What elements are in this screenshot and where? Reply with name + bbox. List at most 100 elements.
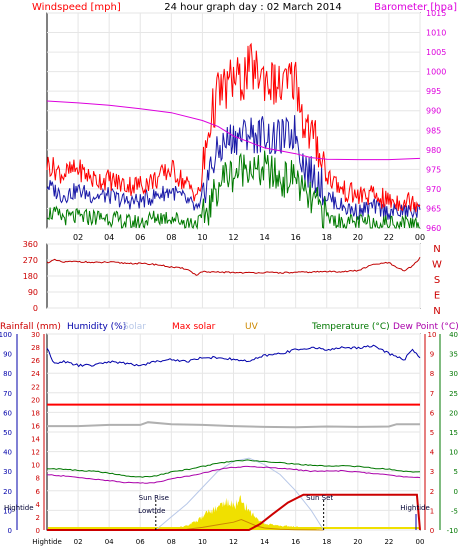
barometer-tick-label: 985: [426, 126, 441, 135]
barometer-tick-label: 995: [426, 87, 441, 96]
series-solar-radiation: [155, 495, 324, 530]
wind-x-tick-label: 16: [291, 233, 301, 242]
temperature-tick-label: 40: [449, 331, 458, 339]
compass-label: N: [433, 244, 440, 255]
rain-tick-label: 2: [36, 514, 40, 522]
humidity-tick-label: 60: [3, 409, 12, 417]
legend-solar: Solar: [123, 322, 146, 332]
rain-tick-label: 16: [31, 422, 40, 430]
compass-label: S: [434, 275, 440, 286]
humidity-tick-label: 70: [3, 390, 12, 398]
rain-tick-label: 24: [31, 370, 40, 378]
direction-tick-label: 0: [33, 304, 38, 313]
climate-x-tick-first: Hightide: [32, 538, 62, 546]
uv-tick-label: 3: [430, 468, 434, 476]
annotation-sunrise: Sun Rise: [139, 494, 169, 502]
rain-tick-label: 4: [36, 501, 41, 509]
series-direction: [46, 256, 421, 276]
wind-barometer-chart: 9609659709759809859909951000100510101015…: [32, 2, 457, 242]
series-grey-level: [47, 421, 420, 429]
humidity-tick-label: 100: [0, 331, 12, 339]
wind-x-tick-label: 14: [259, 233, 269, 242]
temperature-tick-label: 0: [454, 488, 458, 496]
humidity-tick-label: 0: [8, 527, 12, 535]
climate-x-tick-label: 06: [136, 538, 145, 546]
series-solar-theoretical: [155, 457, 325, 531]
climate-x-tick-label: 20: [353, 538, 362, 546]
temperature-tick-label: 5: [454, 468, 458, 476]
humidity-tick-label: 80: [3, 370, 12, 378]
compass-label: E: [434, 291, 440, 302]
wind-x-tick-label: 02: [73, 233, 83, 242]
rain-tick-label: 10: [31, 462, 40, 470]
annotation-hightide-left: Hightide: [4, 504, 34, 512]
climate-x-tick-label: 14: [260, 538, 269, 546]
compass-label: N: [433, 306, 440, 317]
barometer-tick-label: 965: [426, 204, 441, 213]
barometer-tick-label: 1000: [426, 68, 446, 77]
legend-rainfall: Rainfall (mm): [0, 322, 61, 332]
rain-tick-label: 20: [31, 396, 40, 404]
annotation-hightide-right: Hightide: [400, 504, 430, 512]
series-temperature: [46, 459, 421, 478]
annotation-lowtide: Lowtide: [138, 507, 165, 515]
uv-tick-label: 8: [430, 370, 434, 378]
climate-x-tick-label: 16: [291, 538, 300, 546]
rain-tick-label: 8: [36, 475, 40, 483]
windspeed-axis-title: Windspeed [mph]: [32, 2, 121, 13]
wind-x-tick-label: 04: [104, 233, 114, 242]
barometer-tick-label: 960: [426, 224, 441, 233]
series-barometer: [46, 100, 421, 161]
humidity-tick-label: 10: [3, 507, 12, 515]
direction-tick-label: 360: [23, 240, 38, 249]
uv-tick-label: 7: [430, 390, 434, 398]
wind-x-tick-label: 10: [197, 233, 207, 242]
wind-x-tick-label: 20: [353, 233, 363, 242]
climate-x-tick-label: 04: [105, 538, 114, 546]
uv-tick-label: 2: [430, 488, 434, 496]
direction-tick-label: 270: [23, 256, 38, 265]
climate-x-tick-label: 08: [167, 538, 176, 546]
temperature-tick-label: 10: [449, 449, 458, 457]
annotation-sunset: Sun Set: [306, 494, 333, 502]
barometer-tick-label: 990: [426, 107, 441, 116]
temperature-tick-label: 35: [449, 351, 458, 359]
chart-title: 24 hour graph day : 02 March 2014: [164, 2, 342, 13]
climate-x-tick-label: 18: [322, 538, 331, 546]
rain-tick-label: 26: [31, 357, 40, 365]
series-gust: [46, 42, 421, 213]
wind-x-tick-label: 06: [135, 233, 145, 242]
compass-label: W: [432, 260, 442, 271]
rain-tick-label: 22: [31, 383, 40, 391]
series-humidity: [46, 344, 421, 368]
barometer-tick-label: 1015: [426, 9, 446, 18]
rain-tick-label: 6: [36, 488, 41, 496]
rain-tick-label: 18: [31, 409, 40, 417]
rain-tick-label: 14: [31, 436, 40, 444]
temperature-tick-label: 20: [449, 409, 458, 417]
barometer-tick-label: 1005: [426, 48, 446, 57]
rain-humidity-temperature-chart: Rainfall (mm) Humidity (%)Solar Max solar U…: [0, 322, 459, 546]
temperature-tick-label: 25: [449, 390, 458, 398]
legend-humidity: Humidity (%): [67, 322, 126, 332]
temperature-tick-label: 15: [449, 429, 458, 437]
barometer-tick-label: 1010: [426, 29, 446, 38]
temperature-tick-label: -5: [451, 507, 458, 515]
wind-x-tick-label: 00: [415, 233, 425, 242]
climate-x-tick-label: 22: [384, 538, 393, 546]
legend-max-solar: Max solar: [172, 322, 216, 332]
solar-baseline: [48, 527, 419, 529]
humidity-tick-label: 90: [3, 351, 12, 359]
wind-x-tick-label: 08: [166, 233, 176, 242]
series-windspeed-min: [46, 150, 421, 230]
temperature-tick-label: 30: [449, 370, 458, 378]
series-rainfall: [47, 493, 421, 531]
humidity-tick-label: 20: [3, 488, 12, 496]
rain-tick-label: 12: [31, 449, 40, 457]
uv-tick-label: 9: [430, 351, 434, 359]
uv-tick-label: 1: [430, 507, 434, 515]
barometer-tick-label: 980: [426, 146, 441, 155]
rain-tick-label: 30: [31, 331, 40, 339]
